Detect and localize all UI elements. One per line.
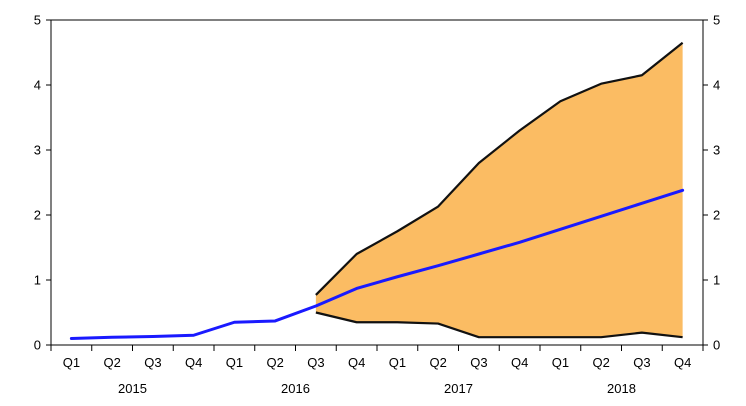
x-tick-label: Q1 [63, 355, 80, 370]
y-left-tick-label: 0 [34, 338, 41, 353]
y-right-tick-label: 3 [713, 143, 720, 158]
year-label: 2016 [281, 381, 310, 396]
x-tick-label: Q2 [592, 355, 609, 370]
x-tick-label: Q4 [185, 355, 202, 370]
x-axis: Q1 Q2 Q3 Q4 Q1 Q2 Q3 Q4 Q1 Q2 Q3 Q4 Q1 Q2 Q3 Q4 [50, 345, 704, 370]
band-upper-line [315, 41, 684, 296]
x-tick-label: Q3 [144, 355, 161, 370]
y-axis-left: 0 1 2 3 4 5 [34, 13, 51, 353]
y-right-tick-label: 0 [713, 338, 720, 353]
x-tick-label: Q3 [633, 355, 650, 370]
year-label: 2017 [444, 381, 473, 396]
y-right-tick-label: 5 [713, 13, 720, 28]
series-line-0 [69, 188, 685, 340]
y-left-tick-label: 1 [34, 273, 41, 288]
y-right-tick-label: 1 [713, 273, 720, 288]
x-tick-label: Q2 [429, 355, 446, 370]
x-tick-label: Q2 [103, 355, 120, 370]
band-lower-line [315, 311, 683, 339]
y-left-tick-label: 2 [34, 208, 41, 223]
x-tick-label: Q4 [674, 355, 691, 370]
y-axis-right: 0 1 2 3 4 5 [703, 13, 720, 353]
y-right-tick-label: 4 [713, 78, 720, 93]
y-left-tick-label: 4 [34, 78, 41, 93]
forecast-band-layer [315, 41, 684, 339]
x-tick-label: Q2 [266, 355, 283, 370]
x-tick-label: Q3 [307, 355, 324, 370]
x-tick-label: Q1 [226, 355, 243, 370]
y-left-tick-label: 3 [34, 143, 41, 158]
x-tick-label: Q3 [470, 355, 487, 370]
year-label: 2018 [607, 381, 636, 396]
x-tick-label: Q1 [389, 355, 406, 370]
y-left-tick-label: 5 [34, 13, 41, 28]
x-tick-label: Q1 [552, 355, 569, 370]
y-right-tick-label: 2 [713, 208, 720, 223]
series-line-layer [69, 188, 685, 340]
x-tick-label: Q4 [511, 355, 528, 370]
forecast-band-area [315, 42, 683, 338]
year-label: 2015 [118, 381, 147, 396]
x-tick-label: Q4 [348, 355, 365, 370]
year-axis: 2015 2016 2017 2018 [118, 381, 636, 396]
